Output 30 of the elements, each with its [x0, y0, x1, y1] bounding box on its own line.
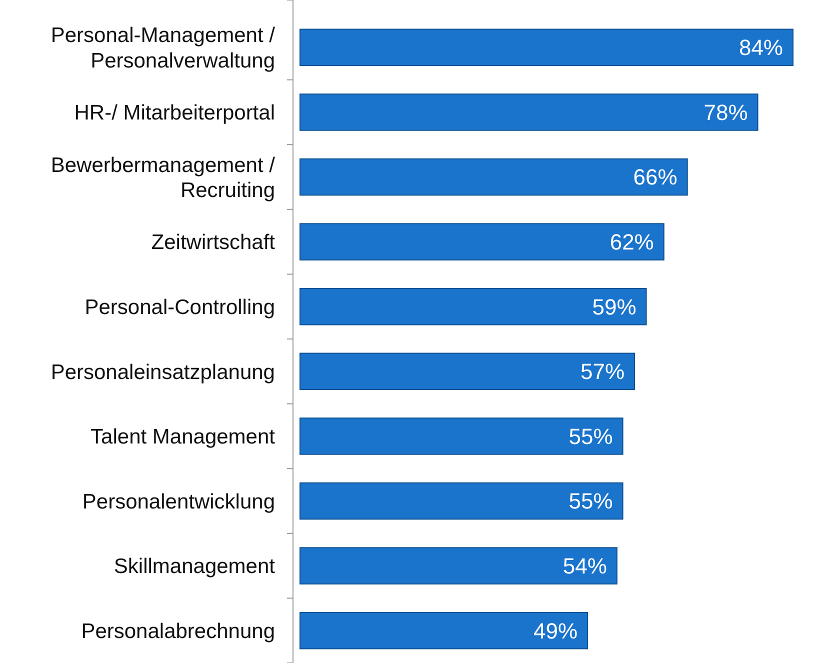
bar	[300, 482, 624, 520]
bar	[300, 612, 588, 650]
data-label: 49%	[534, 618, 578, 644]
bar	[300, 547, 618, 584]
bar	[300, 418, 624, 455]
y-tick-label: Personalabrechnung	[81, 620, 275, 643]
data-label: 55%	[568, 488, 613, 514]
bar	[300, 288, 647, 326]
data-label: 59%	[592, 294, 636, 320]
data-label: 55%	[568, 424, 613, 449]
data-label: 66%	[633, 164, 678, 190]
bar	[300, 352, 636, 390]
bar	[300, 223, 664, 260]
data-label: 57%	[580, 359, 625, 384]
y-tick-label: Zeitwirtschaft	[151, 231, 276, 254]
data-label: 62%	[610, 230, 654, 254]
y-tick-label: Personaleinsatzplanung	[50, 360, 275, 384]
data-label: 78%	[704, 100, 748, 125]
data-label: 84%	[738, 35, 783, 60]
bar	[300, 158, 688, 196]
bar	[300, 28, 794, 66]
y-tick-label: Talent Management	[90, 426, 276, 449]
y-tick-label: Personal-Management / Personalverwaltung	[50, 24, 276, 72]
y-tick-label: Personal-Controlling	[84, 296, 275, 319]
y-tick-label: HR-/ Mitarbeiterportal	[74, 102, 275, 125]
y-tick-label: Skillmanagement	[114, 555, 276, 578]
bar	[300, 94, 758, 131]
y-tick-label: Personalentwicklung	[82, 490, 275, 514]
y-tick-label: Bewerbermanagement / Recruiting	[50, 154, 276, 202]
data-label: 54%	[562, 554, 607, 578]
